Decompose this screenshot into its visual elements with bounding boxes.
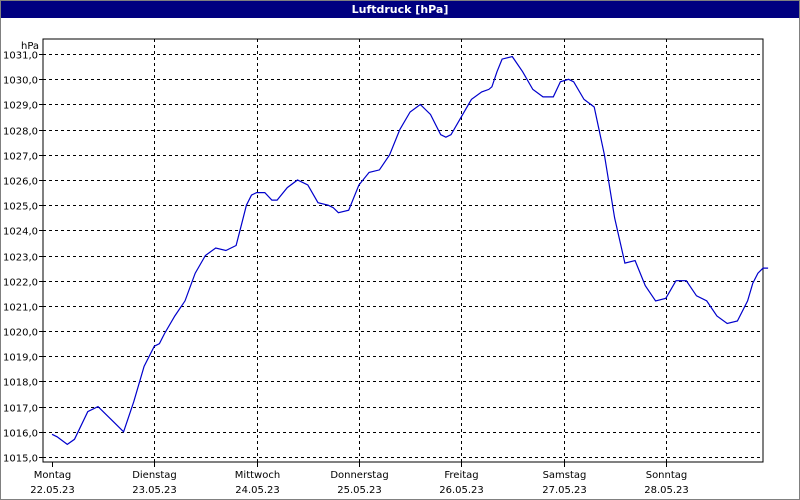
y-tick-label: 1027,0 (3, 152, 38, 163)
x-tick-date: 27.05.23 (542, 485, 587, 496)
plot-area (42, 38, 764, 463)
x-tick-day: Dienstag (132, 470, 177, 481)
grid (43, 39, 763, 462)
y-tick-label: 1030,0 (3, 76, 38, 87)
x-tick-labels: Montag 22.05.23 Dienstag 23.05.23 Mittwoch 24… (30, 462, 689, 496)
y-tick-label: 1028,0 (3, 127, 38, 138)
x-tick-date: 24.05.23 (235, 485, 280, 496)
y-tick-labels: 1015,0 1016,0 1017,0 1018,0 1019,0 1020,0 1021… (3, 51, 43, 465)
x-tick-date: 26.05.23 (439, 485, 484, 496)
chart-title: Luftdruck [hPa] (1, 1, 799, 18)
y-tick-label: 1019,0 (3, 353, 38, 364)
y-tick-label: 1025,0 (3, 202, 38, 213)
y-tick-label: 1023,0 (3, 253, 38, 264)
y-tick-label: 1021,0 (3, 303, 38, 314)
y-tick-label: 1020,0 (3, 328, 38, 339)
y-axis-label: hPa (21, 41, 39, 52)
y-tick-label: 1029,0 (3, 101, 38, 112)
x-tick-date: 23.05.23 (132, 485, 177, 496)
y-tick-label: 1017,0 (3, 404, 38, 415)
x-tick-day: Mittwoch (235, 470, 280, 481)
x-tick-day: Freitag (444, 470, 478, 481)
x-tick-day: Samstag (543, 470, 587, 481)
y-tick-label: 1024,0 (3, 227, 38, 238)
pressure-series-line (51, 55, 769, 446)
x-tick-day: Montag (34, 470, 71, 481)
y-tick-label: 1026,0 (3, 177, 38, 188)
x-tick-date: 22.05.23 (30, 485, 75, 496)
y-tick-label: 1022,0 (3, 278, 38, 289)
x-tick-date: 28.05.23 (644, 485, 689, 496)
x-tick-day: Sonntag (646, 470, 688, 481)
x-tick-day: Donnerstag (330, 470, 388, 481)
y-tick-label: 1031,0 (3, 51, 38, 62)
x-tick-date: 25.05.23 (337, 485, 382, 496)
y-tick-label: 1018,0 (3, 378, 38, 389)
y-tick-label: 1016,0 (3, 429, 38, 440)
y-tick-label: 1015,0 (3, 454, 38, 465)
